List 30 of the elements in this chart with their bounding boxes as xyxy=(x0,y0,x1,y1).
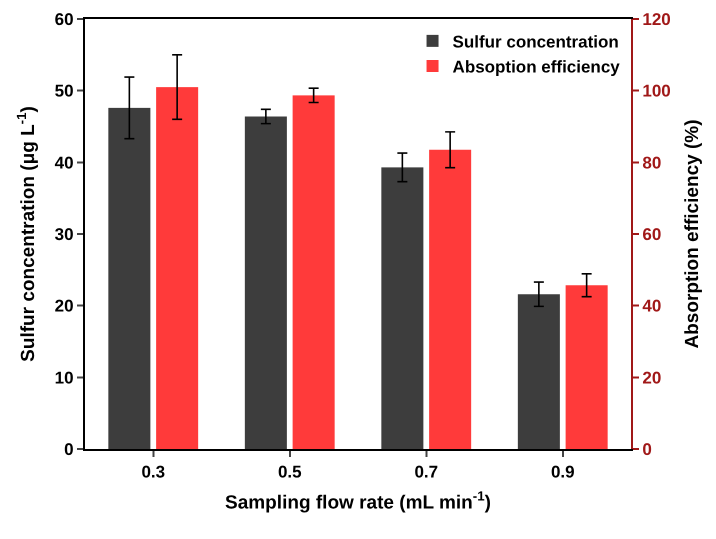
y2-axis-title: Absorption efficiency (%) xyxy=(682,119,704,349)
y-tick-label: 30 xyxy=(54,224,74,244)
y2-tick-label: 60 xyxy=(642,224,662,244)
x-tick-label: 0.3 xyxy=(141,462,166,482)
y-tick-label: 60 xyxy=(54,10,74,29)
y2-tick-label: 20 xyxy=(642,368,662,388)
y-tick-label: 0 xyxy=(64,440,74,459)
legend-label: Absoption efficiency xyxy=(452,58,620,77)
y-tick-label: 10 xyxy=(54,368,74,388)
legend-label: Sulfur concentration xyxy=(452,32,619,52)
y-tick-label: 50 xyxy=(54,82,74,101)
y2-tick-label: 80 xyxy=(642,153,662,172)
bar xyxy=(156,87,198,449)
y-tick-label: 40 xyxy=(54,153,74,172)
y-tick-label: 20 xyxy=(54,296,74,316)
bar xyxy=(566,285,608,449)
x-axis-title: Sampling flow rate (mL min$^{-1}$) xyxy=(225,488,491,514)
bar xyxy=(381,167,424,449)
y2-tick-label: 100 xyxy=(642,82,671,101)
y2-tick-label: 120 xyxy=(642,10,671,29)
bar xyxy=(244,116,287,449)
bar xyxy=(429,150,472,449)
bar xyxy=(108,108,150,449)
x-tick-label: 0.9 xyxy=(550,462,575,482)
y2-tick-label: 0 xyxy=(642,440,652,459)
x-tick-label: 0.5 xyxy=(278,462,302,482)
y2-tick-label: 40 xyxy=(642,296,662,316)
bar xyxy=(292,95,335,449)
x-tick-label: 0.7 xyxy=(414,462,438,482)
bar xyxy=(518,294,560,449)
